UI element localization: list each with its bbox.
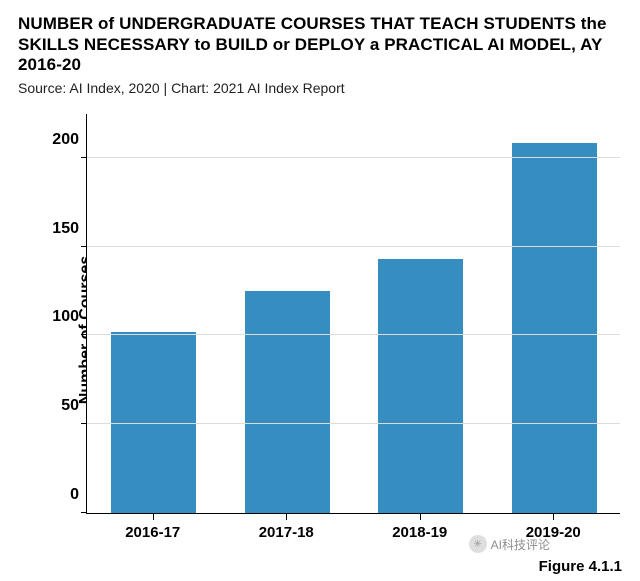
x-tick-mark (553, 514, 554, 520)
bar (245, 291, 330, 513)
wechat-icon: ✳ (469, 535, 487, 553)
bar (512, 143, 597, 513)
x-tick-label: 2018-19 (392, 524, 447, 541)
y-tick-label: 0 (70, 486, 79, 504)
chart-area: Number of Courses 050100150200 2016-1720… (18, 114, 622, 546)
y-tick-mark (81, 157, 87, 158)
y-tick-label: 150 (52, 220, 79, 238)
y-tick-mark (81, 512, 87, 513)
gridline (87, 334, 620, 335)
chart-title: NUMBER of UNDERGRADUATE COURSES THAT TEA… (18, 14, 622, 76)
x-tick-mark (420, 514, 421, 520)
chart-subtitle: Source: AI Index, 2020 | Chart: 2021 AI … (18, 80, 622, 96)
x-tick-label: 2016-17 (125, 524, 180, 541)
x-tick-label: 2017-18 (259, 524, 314, 541)
gridline (87, 423, 620, 424)
y-tick-label: 100 (52, 308, 79, 326)
figure-label: Figure 4.1.1 (539, 558, 622, 575)
y-tick-label: 200 (52, 131, 79, 149)
y-tick-mark (81, 423, 87, 424)
watermark: ✳ AI科技评论 (469, 535, 550, 553)
watermark-text: AI科技评论 (491, 536, 550, 553)
bar (378, 259, 463, 513)
gridline (87, 246, 620, 247)
x-tick-mark (286, 514, 287, 520)
x-tick-mark (153, 514, 154, 520)
plot-region: 050100150200 (86, 114, 620, 514)
y-tick-label: 50 (61, 397, 79, 415)
gridline (87, 157, 620, 158)
y-tick-mark (81, 334, 87, 335)
y-tick-mark (81, 246, 87, 247)
